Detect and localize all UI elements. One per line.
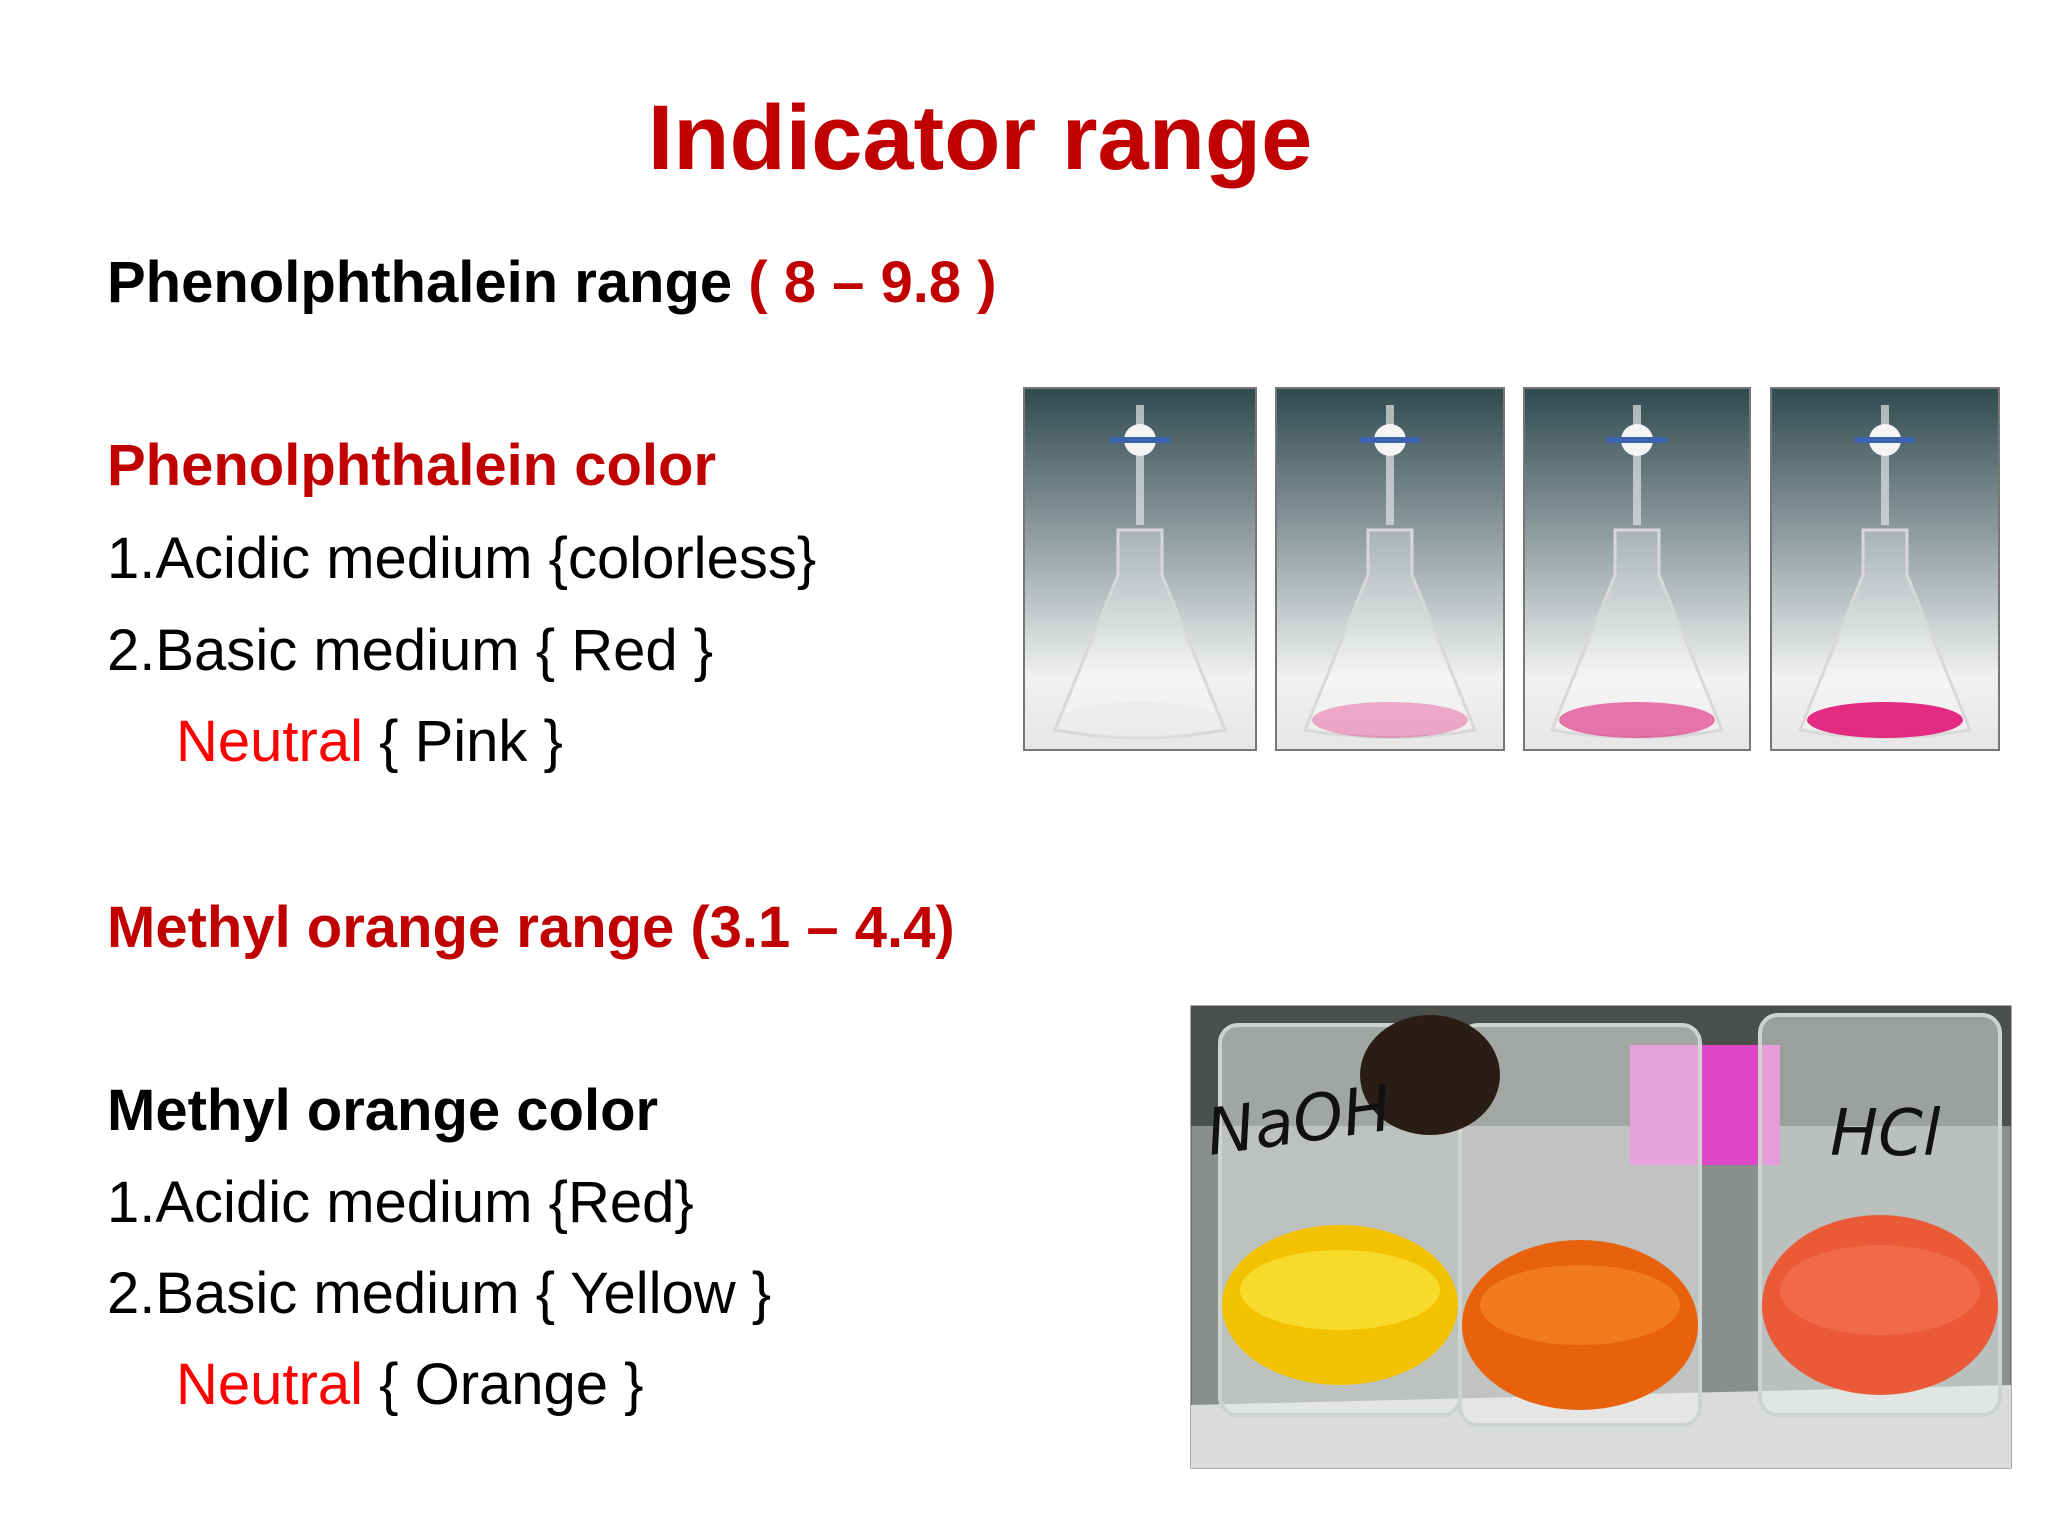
burette: [1633, 405, 1641, 525]
stopcock-handle: [1607, 437, 1667, 443]
flask-panel: [1275, 387, 1505, 751]
text-line: Neutral { Pink }: [176, 713, 563, 771]
solution: [1062, 702, 1218, 738]
neutral-value: { Pink }: [379, 709, 563, 774]
label: Phenolphthalein range: [107, 250, 733, 315]
handwritten-label: HCl: [1830, 1097, 1941, 1171]
text-line: Neutral { Orange }: [176, 1356, 644, 1414]
slide-title: Indicator range: [647, 87, 1313, 189]
stopcock-handle: [1855, 437, 1915, 443]
solution: [1559, 702, 1715, 738]
flask-panel: [1770, 387, 2000, 751]
text-line: Phenolphthalein range ( 8 – 9.8 ): [107, 254, 997, 312]
flask-panel: [1023, 387, 1257, 751]
stopcock-handle: [1360, 437, 1420, 443]
heading: Methyl orange color: [107, 1078, 659, 1143]
burette: [1881, 405, 1889, 525]
text-line: 1.Acidic medium {Red}: [107, 1170, 694, 1235]
neutral-value: { Orange }: [379, 1352, 644, 1417]
range: ( 8 – 9.8 ): [748, 250, 997, 315]
burette: [1386, 405, 1394, 525]
beaker-photo: NaOH HCl: [1190, 1005, 2012, 1469]
heading: Methyl orange range (3.1 – 4.4): [107, 895, 955, 960]
beaker: [1758, 1013, 2002, 1417]
solution: [1807, 702, 1963, 738]
text-line: 2.Basic medium { Yellow }: [107, 1261, 772, 1326]
neutral-label: Neutral: [176, 709, 363, 774]
stopcock-handle: [1110, 437, 1170, 443]
flask: [1302, 528, 1478, 739]
neutral-label: Neutral: [176, 1352, 363, 1417]
burette: [1136, 405, 1144, 525]
solution: [1312, 702, 1468, 738]
text-line: 2.Basic medium { Red }: [107, 618, 714, 683]
flask-photos: [1023, 387, 2000, 751]
beaker: [1458, 1023, 1702, 1427]
heading: Phenolphthalein color: [107, 433, 717, 498]
flask-panel: [1523, 387, 1751, 751]
hand: [1360, 1015, 1500, 1135]
text-line: 1.Acidic medium {colorless}: [107, 526, 817, 591]
